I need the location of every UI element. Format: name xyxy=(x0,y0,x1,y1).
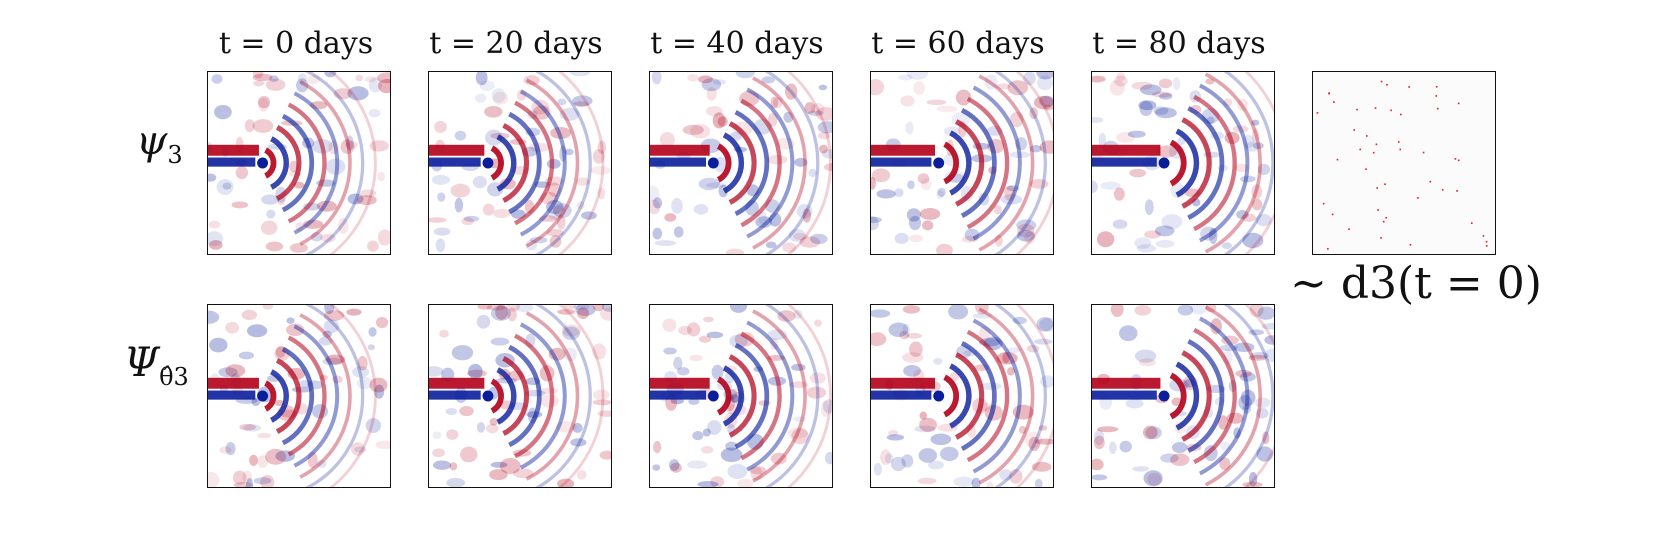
col-title-t0: t = 0 days xyxy=(218,26,374,61)
observation-point xyxy=(1322,202,1325,205)
field-image xyxy=(429,305,611,487)
field-panel-Psi-t20 xyxy=(428,304,612,488)
row-label-psi3-base: ψ xyxy=(136,118,168,164)
observation-point xyxy=(1485,240,1488,243)
row-label-psi3-sub: 3 xyxy=(167,141,183,169)
observation-point xyxy=(1390,109,1392,112)
field-panel-psi3-t40 xyxy=(649,71,833,255)
observation-point xyxy=(1386,84,1388,86)
field-panel-psi3-t60 xyxy=(870,71,1054,255)
field-image xyxy=(208,305,390,487)
observation-point xyxy=(1328,92,1330,95)
observation-caption: ∼ d3(t = 0) xyxy=(1290,258,1542,309)
observation-point xyxy=(1372,151,1375,154)
observation-point xyxy=(1375,143,1378,146)
field-image xyxy=(429,72,611,254)
row-label-psi3: ψ3 xyxy=(136,118,183,169)
observation-point xyxy=(1385,216,1388,219)
field-image xyxy=(208,72,390,254)
observation-point xyxy=(1336,158,1339,161)
observation-point xyxy=(1380,80,1383,83)
observation-point xyxy=(1384,183,1386,186)
observation-point xyxy=(1441,189,1444,191)
observation-point xyxy=(1429,180,1432,183)
observation-point xyxy=(1409,243,1412,246)
observation-point xyxy=(1365,135,1368,137)
observation-point xyxy=(1422,151,1425,154)
observation-point xyxy=(1353,129,1356,131)
observation-point xyxy=(1316,112,1319,114)
field-panel-psi3-t80 xyxy=(1091,71,1275,255)
observation-point xyxy=(1436,107,1439,110)
observation-point xyxy=(1331,213,1334,216)
observation-point xyxy=(1376,187,1378,189)
observation-point xyxy=(1397,141,1400,143)
observation-point xyxy=(1380,237,1382,239)
row-label-Psi-theta3: Ψθ̂3 xyxy=(124,340,189,391)
observation-point xyxy=(1382,220,1385,223)
row-label-Psi-sub: θ̂3 xyxy=(159,363,189,391)
observation-panel-d3 xyxy=(1312,71,1496,255)
field-image xyxy=(650,305,832,487)
observation-point xyxy=(1470,222,1473,224)
observation-point xyxy=(1356,108,1358,111)
row-label-Psi-base: Ψ xyxy=(124,340,160,386)
observation-point xyxy=(1454,158,1457,160)
observation-scatter xyxy=(1313,72,1495,254)
observation-point xyxy=(1457,159,1460,162)
col-title-t80: t = 80 days xyxy=(1092,26,1266,61)
observation-point xyxy=(1457,102,1460,105)
observation-point xyxy=(1399,113,1402,116)
field-image xyxy=(1092,72,1274,254)
field-panel-psi3-t20 xyxy=(428,71,612,255)
observation-point xyxy=(1359,148,1362,151)
observation-point xyxy=(1348,228,1350,230)
observation-point xyxy=(1456,190,1458,192)
field-panel-Psi-t80 xyxy=(1091,304,1275,488)
observation-point xyxy=(1485,245,1488,247)
observation-point xyxy=(1435,86,1438,88)
field-image xyxy=(1092,305,1274,487)
field-image xyxy=(650,72,832,254)
col-title-t20: t = 20 days xyxy=(429,26,603,61)
observation-point xyxy=(1377,209,1379,211)
col-title-t60: t = 60 days xyxy=(871,26,1045,61)
field-image xyxy=(871,72,1053,254)
observation-point xyxy=(1417,197,1419,199)
field-panel-Psi-t40 xyxy=(649,304,833,488)
observation-point xyxy=(1333,101,1335,103)
field-panel-Psi-t0 xyxy=(207,304,391,488)
observation-point xyxy=(1327,247,1329,250)
field-image xyxy=(871,305,1053,487)
observation-point xyxy=(1374,107,1377,109)
observation-point xyxy=(1408,86,1411,88)
observation-point xyxy=(1365,168,1367,170)
observation-point xyxy=(1482,235,1485,237)
observation-point xyxy=(1435,95,1438,97)
field-panel-Psi-t60 xyxy=(870,304,1054,488)
field-panel-psi3-t0 xyxy=(207,71,391,255)
col-title-t40: t = 40 days xyxy=(650,26,824,61)
observation-point xyxy=(1399,148,1402,151)
